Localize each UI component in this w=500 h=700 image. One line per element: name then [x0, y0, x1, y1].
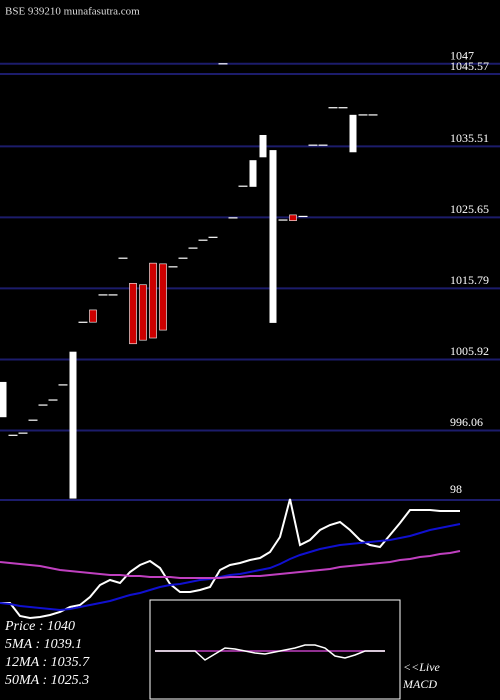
line-series: [0, 498, 460, 620]
candle-flat: [188, 247, 198, 249]
candle-body: [89, 309, 97, 323]
candle-flat: [108, 294, 118, 296]
candle-flat: [118, 257, 128, 259]
candle-flat: [218, 63, 228, 65]
candle-flat: [178, 257, 188, 259]
info-row: 5MA : 1039.1: [5, 637, 82, 652]
candle-flat: [368, 114, 378, 116]
y-tick-label: 98: [450, 482, 462, 496]
candle-flat: [8, 434, 18, 436]
candle-flat: [278, 219, 288, 221]
candle-flat: [98, 294, 108, 296]
candle-flat: [28, 419, 38, 421]
candle-body: [129, 282, 137, 345]
candle-flat: [78, 321, 88, 323]
candle-flat: [18, 432, 28, 434]
macd-box: [149, 599, 401, 700]
y-tick-label: 1015.79: [450, 273, 489, 287]
candle-body: [69, 351, 77, 499]
line-series: [155, 644, 385, 661]
line-series: [0, 550, 461, 579]
y-tick-label: 1045.57: [450, 59, 489, 73]
candle-body: [159, 263, 167, 331]
candle-flat: [328, 107, 338, 109]
candle-flat: [238, 185, 248, 187]
candle-flat: [298, 215, 308, 218]
y-tick-label: 1025.65: [450, 202, 489, 216]
candle-flat: [38, 404, 48, 406]
info-row: 50MA : 1025.3: [5, 673, 89, 688]
candle-flat: [58, 384, 68, 386]
candle-flat: [168, 266, 178, 268]
y-tick-label: 996.06: [450, 415, 483, 429]
candle-body: [289, 214, 297, 221]
y-tick-label: 1047: [450, 48, 474, 62]
info-row: Price : 1040: [4, 619, 75, 634]
line-series: [0, 523, 461, 612]
candle-flat: [338, 107, 348, 109]
macd-label: MACD: [402, 677, 437, 691]
candle-flat: [208, 236, 218, 238]
macd-label: <<Live: [403, 660, 441, 674]
candle-flat: [48, 399, 58, 401]
candle-flat: [358, 114, 368, 116]
candle-flat: [308, 144, 318, 146]
candle-flat: [318, 144, 328, 146]
y-tick-label: 1005.92: [450, 344, 489, 358]
candle-body: [269, 150, 277, 323]
candle-body: [149, 262, 157, 339]
candle-flat: [198, 239, 208, 241]
candle-body: [0, 381, 7, 418]
candle-body: [259, 134, 267, 158]
chart-title: BSE 939210 munafasutra.com: [5, 6, 140, 18]
candle-body: [139, 284, 147, 341]
info-row: 12MA : 1035.7: [5, 655, 90, 670]
candle-body: [349, 114, 357, 153]
candle-flat: [228, 217, 238, 219]
candle-body: [249, 160, 257, 187]
y-tick-label: 1035.51: [450, 131, 489, 145]
